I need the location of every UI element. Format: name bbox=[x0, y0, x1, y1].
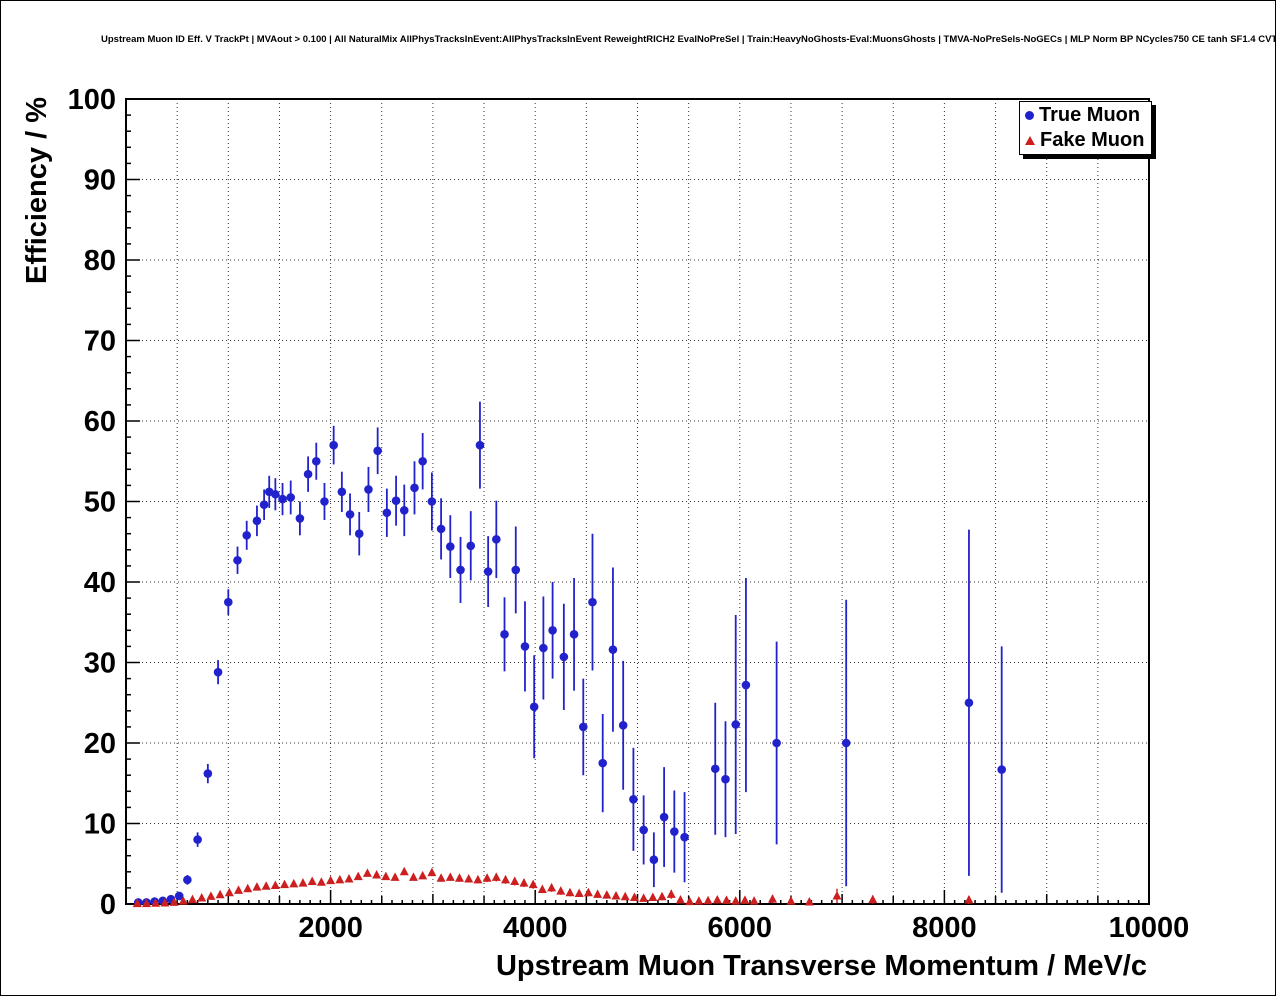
legend-label-true-muon: True Muon bbox=[1039, 104, 1141, 126]
svg-text:6000: 6000 bbox=[708, 912, 773, 944]
svg-text:20: 20 bbox=[84, 728, 116, 760]
legend: True Muon Fake Muon bbox=[1019, 101, 1152, 155]
svg-text:4000: 4000 bbox=[503, 912, 568, 944]
svg-text:8000: 8000 bbox=[912, 912, 977, 944]
svg-text:50: 50 bbox=[84, 487, 116, 519]
svg-text:100: 100 bbox=[68, 84, 116, 116]
svg-text:70: 70 bbox=[84, 326, 116, 358]
legend-item-true-muon: True Muon bbox=[1020, 103, 1151, 128]
svg-text:60: 60 bbox=[84, 406, 116, 438]
y-axis-title: Efficiency / % bbox=[21, 97, 53, 284]
svg-text:0: 0 bbox=[100, 889, 116, 921]
fake-muon-marker-icon bbox=[1025, 136, 1035, 145]
svg-text:80: 80 bbox=[84, 245, 116, 277]
legend-item-fake-muon: Fake Muon bbox=[1020, 128, 1151, 153]
true-muon-marker-icon bbox=[1025, 111, 1034, 120]
legend-label-fake-muon: Fake Muon bbox=[1040, 129, 1145, 151]
svg-text:40: 40 bbox=[84, 567, 116, 599]
plot-title: Upstream Muon ID Eff. V TrackPt | MVAout… bbox=[101, 34, 1276, 45]
svg-text:10: 10 bbox=[84, 809, 116, 841]
svg-text:90: 90 bbox=[84, 165, 116, 197]
svg-text:10000: 10000 bbox=[1109, 912, 1190, 944]
x-axis-title: Upstream Muon Transverse Momentum / MeV/… bbox=[495, 950, 1147, 982]
svg-text:2000: 2000 bbox=[298, 912, 363, 944]
svg-text:30: 30 bbox=[84, 648, 116, 680]
